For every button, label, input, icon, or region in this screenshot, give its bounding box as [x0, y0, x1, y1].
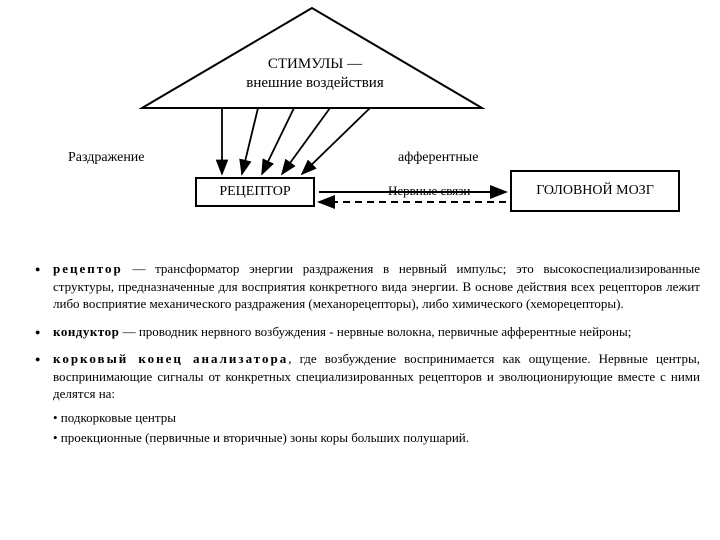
- triangle-arrows: [222, 108, 370, 174]
- bullet-term: рецептор: [53, 261, 123, 276]
- label-irritation: Раздражение: [68, 150, 145, 166]
- label-nerve-connections: Нервные связи: [388, 183, 470, 199]
- sublist-item: • проекционные (первичные и вторичные) з…: [53, 429, 700, 447]
- bullet-body: — трансформатор энергии раздражения в не…: [53, 261, 700, 311]
- bullet-item: корковый конец анализатора, где возбужде…: [25, 350, 700, 447]
- triangle-label-line2: внешние воздействия: [246, 75, 383, 91]
- label-afferent: афферентные: [398, 150, 478, 166]
- sublist-item: • подкорковые центры: [53, 409, 700, 427]
- diagram-svg: [0, 0, 720, 250]
- bullet-body: — проводник нервного возбуждения - нервн…: [119, 324, 631, 339]
- diagram-area: СТИМУЛЫ — внешние воздействия Раздражени…: [0, 0, 720, 250]
- bullet-sublist: • подкорковые центры • проекционные (перв…: [53, 409, 700, 447]
- bullet-term: корковый конец анализатора: [53, 351, 288, 366]
- bullet-item: рецептор — трансформатор энергии раздраж…: [25, 260, 700, 313]
- triangle-label: СТИМУЛЫ — внешние воздействия: [225, 55, 405, 93]
- bullet-term: кондуктор: [53, 324, 119, 339]
- bullet-item: кондуктор — проводник нервного возбужден…: [25, 323, 700, 341]
- box-receptor: РЕЦЕПТОР: [195, 177, 315, 207]
- box-brain-text: ГОЛОВНОЙ МОЗГ: [536, 183, 654, 200]
- content-area: рецептор — трансформатор энергии раздраж…: [25, 260, 700, 457]
- box-brain: ГОЛОВНОЙ МОЗГ: [510, 170, 680, 212]
- bullet-list: рецептор — трансформатор энергии раздраж…: [25, 260, 700, 447]
- box-receptor-text: РЕЦЕПТОР: [219, 184, 290, 201]
- triangle-label-line1: СТИМУЛЫ —: [268, 56, 362, 72]
